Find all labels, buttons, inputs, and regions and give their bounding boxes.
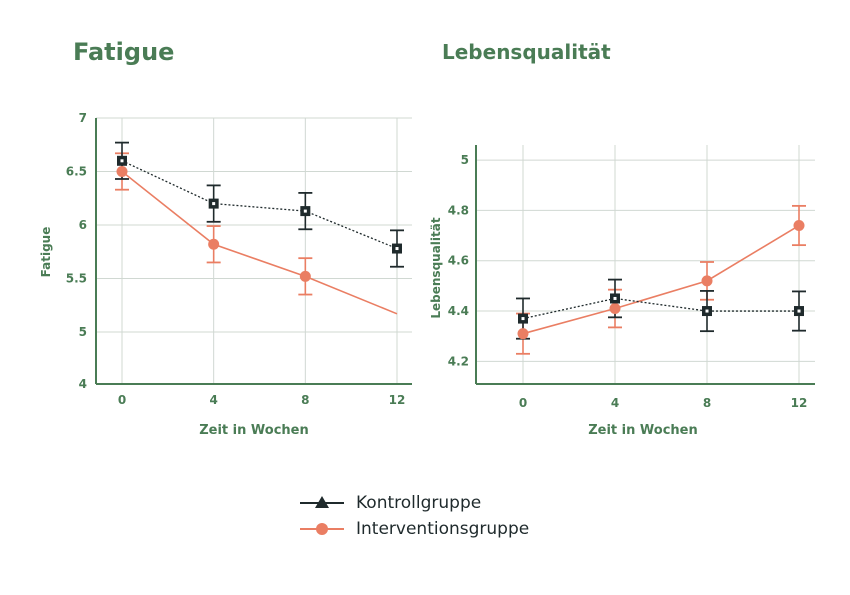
kontroll-data-point-center bbox=[303, 209, 307, 213]
intervention-series-line bbox=[522, 224, 800, 335]
fatigue-chart: 4 5 5.5 6 6.5 7 0 4 8 12 Zeit in Wochen Fatigue bbox=[39, 111, 412, 438]
y-axis-title: Lebensqualität bbox=[429, 217, 443, 318]
y-tick-label: 5.5 bbox=[66, 272, 87, 286]
lebensqualitaet-chart: 4.2 4.4 4.6 4.8 5 0 4 8 12 Zeit in Wochen Lebensqu… bbox=[429, 145, 815, 438]
y-tick-label: 4.8 bbox=[448, 203, 469, 217]
kontroll-data-point-center bbox=[705, 309, 709, 313]
lebensqualitaet-chart-title: Lebensqualität bbox=[442, 40, 611, 64]
y-tick-label: 4 bbox=[79, 377, 87, 391]
x-axis-title: Zeit in Wochen bbox=[588, 423, 698, 438]
circle-marker-icon bbox=[300, 523, 344, 535]
x-tick-label: 12 bbox=[791, 396, 808, 410]
y-tick-label: 6.5 bbox=[66, 165, 87, 179]
legend: Kontrollgruppe Interventionsgruppe bbox=[300, 490, 529, 542]
y-tick-label: 4.6 bbox=[448, 254, 469, 268]
y-axis-title: Fatigue bbox=[39, 227, 53, 278]
y-tick-label: 4.2 bbox=[448, 354, 469, 368]
intervention-data-point bbox=[116, 166, 128, 177]
x-tick-label: 4 bbox=[209, 393, 217, 407]
kontroll-data-point-center bbox=[212, 202, 216, 206]
legend-item-kontrollgruppe: Kontrollgruppe bbox=[300, 490, 529, 516]
intervention-data-point bbox=[793, 220, 805, 232]
intervention-data-point bbox=[208, 238, 220, 250]
legend-label-interventionsgruppe: Interventionsgruppe bbox=[356, 519, 530, 539]
kontroll-data-point-center bbox=[613, 296, 617, 300]
x-tick-label: 0 bbox=[519, 396, 527, 410]
kontroll-data-point-center bbox=[120, 159, 124, 163]
y-tick-label: 5 bbox=[79, 325, 87, 339]
x-axis-title: Zeit in Wochen bbox=[199, 423, 309, 438]
x-tick-label: 8 bbox=[301, 393, 309, 407]
y-tick-label: 5 bbox=[461, 153, 469, 167]
kontroll-series-line bbox=[522, 297, 799, 320]
x-tick-label: 12 bbox=[389, 393, 406, 407]
triangle-marker-icon bbox=[300, 496, 344, 508]
y-tick-label: 4.4 bbox=[448, 304, 469, 318]
x-tick-label: 0 bbox=[118, 393, 126, 407]
kontroll-data-point-center bbox=[521, 317, 525, 321]
intervention-series-line bbox=[121, 170, 398, 315]
y-tick-label: 6 bbox=[79, 218, 87, 232]
kontroll-data-point-center bbox=[395, 247, 399, 251]
intervention-data-point bbox=[517, 328, 529, 340]
y-tick-label: 7 bbox=[79, 111, 87, 125]
fatigue-chart-title: Fatigue bbox=[73, 38, 175, 66]
x-tick-label: 8 bbox=[703, 396, 711, 410]
legend-item-interventionsgruppe: Interventionsgruppe bbox=[300, 516, 529, 542]
intervention-data-point bbox=[299, 270, 311, 282]
x-tick-label: 4 bbox=[611, 396, 619, 410]
kontroll-data-point-center bbox=[797, 309, 801, 313]
intervention-data-point bbox=[701, 275, 713, 287]
intervention-data-point bbox=[609, 303, 621, 315]
legend-label-kontrollgruppe: Kontrollgruppe bbox=[356, 493, 482, 513]
